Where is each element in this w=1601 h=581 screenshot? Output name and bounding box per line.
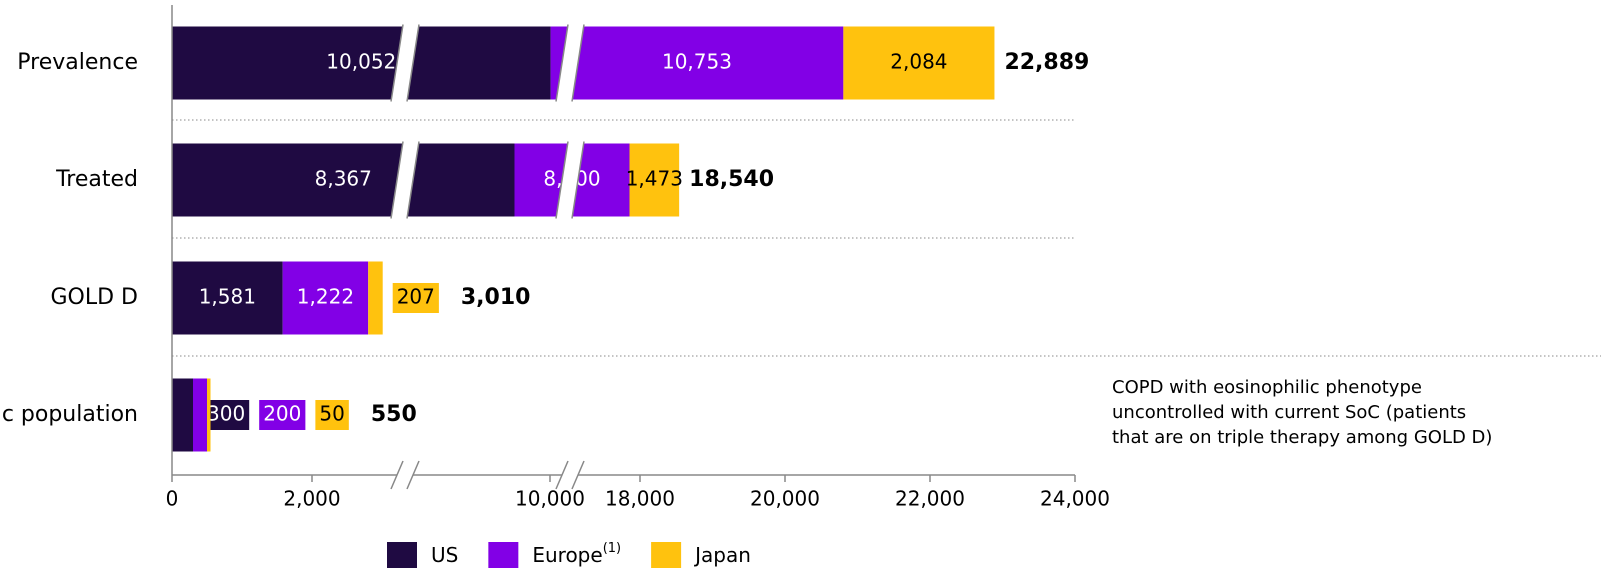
- x-tick-label: 20,000: [750, 487, 820, 511]
- bar-segment: [282, 261, 369, 335]
- bar-segment: [172, 378, 193, 452]
- x-tick-label: 2,000: [283, 487, 340, 511]
- bar-segment: [550, 26, 844, 100]
- break-mark: [390, 141, 404, 219]
- category-label: c population: [2, 402, 138, 427]
- break-mark: [391, 141, 419, 219]
- bar-segment: [207, 378, 211, 452]
- bar-segment: [843, 26, 995, 100]
- bar-segment: [172, 26, 551, 100]
- category-label: Prevalence: [17, 50, 138, 75]
- legend-label: Japan: [693, 543, 751, 567]
- label-box: [315, 400, 349, 430]
- legend-label: US: [431, 543, 458, 567]
- bar-segment: [629, 143, 680, 217]
- value-label: 1,222: [297, 285, 354, 309]
- bar-segment: [172, 261, 283, 335]
- annotation: that are on triple therapy among GOLD D): [1112, 427, 1492, 448]
- break-mark: [556, 24, 584, 102]
- value-label: 50: [319, 402, 344, 426]
- break-mark: [390, 24, 404, 102]
- label-box: [259, 400, 306, 430]
- category-label: GOLD D: [51, 285, 139, 310]
- break-mark: [555, 141, 569, 219]
- total-label: 22,889: [1004, 50, 1089, 75]
- value-label: 8,367: [315, 167, 372, 191]
- category-label: Treated: [55, 167, 138, 192]
- total-label: 18,540: [689, 167, 774, 192]
- axis-break: [390, 460, 404, 490]
- value-label: 1,473: [626, 167, 683, 191]
- annotation: uncontrolled with current SoC (patients: [1112, 402, 1466, 423]
- value-label: 10,052: [326, 50, 396, 74]
- legend-name: Europe: [532, 543, 602, 567]
- axis-break: [391, 461, 419, 489]
- legend-label: Europe(1): [532, 541, 621, 567]
- axis-break: [555, 460, 569, 490]
- axis-break: [406, 460, 420, 490]
- break-mark: [555, 24, 569, 102]
- value-label: 1,581: [199, 285, 256, 309]
- break-mark: [406, 24, 420, 102]
- value-label: 10,753: [662, 50, 732, 74]
- value-label: 300: [207, 402, 245, 426]
- bar-segment: [193, 378, 207, 452]
- legend-name: US: [431, 543, 458, 567]
- break-mark: [406, 141, 420, 219]
- x-tick-label: 18,000: [605, 487, 675, 511]
- bar-segment: [172, 143, 515, 217]
- break-mark: [571, 141, 585, 219]
- legend-swatch: [651, 542, 682, 568]
- total-label: 3,010: [461, 285, 531, 310]
- axis-break: [556, 461, 584, 489]
- x-tick-label: 10,000: [515, 487, 585, 511]
- legend-name: Japan: [693, 543, 751, 567]
- break-mark: [571, 24, 585, 102]
- value-label: 2,084: [890, 50, 947, 74]
- label-box: [203, 400, 250, 430]
- break-mark: [556, 141, 584, 219]
- axis-break: [571, 460, 585, 490]
- bar-segment: [368, 261, 383, 335]
- legend-swatch: [387, 542, 417, 568]
- break-mark: [391, 24, 419, 102]
- x-tick-label: 24,000: [1040, 487, 1110, 511]
- legend-note: (1): [603, 541, 621, 556]
- legend-swatch: [488, 542, 519, 568]
- value-label: 207: [397, 285, 435, 309]
- x-tick-label: 22,000: [895, 487, 965, 511]
- annotation: COPD with eosinophilic phenotype: [1112, 377, 1422, 398]
- total-label: 550: [371, 402, 417, 427]
- x-tick-label: 0: [166, 487, 179, 511]
- value-label: 200: [263, 402, 301, 426]
- label-box: [392, 283, 439, 313]
